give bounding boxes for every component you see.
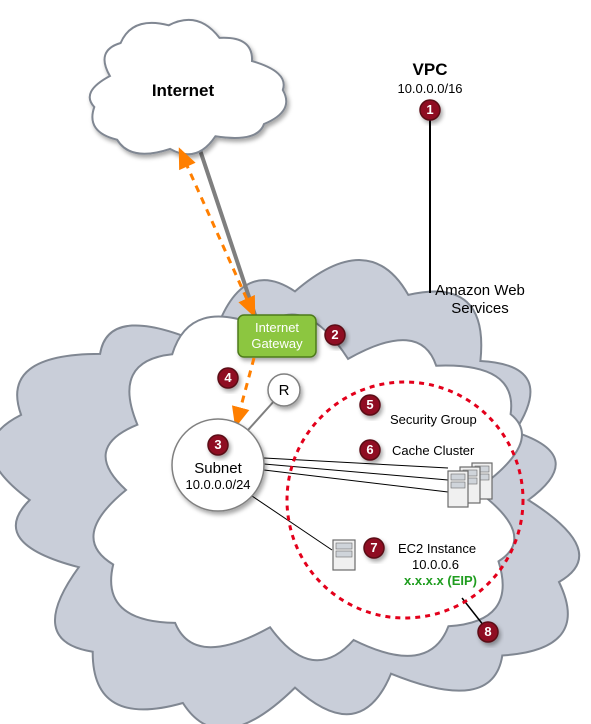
- svg-text:3: 3: [214, 437, 221, 452]
- badge-1: 1: [420, 100, 440, 120]
- svg-text:7: 7: [370, 540, 377, 555]
- security-group-label: Security Group: [390, 412, 477, 427]
- cache-node-icon: [448, 471, 468, 507]
- internet-label: Internet: [152, 81, 215, 100]
- badge-3: 3: [208, 435, 228, 455]
- router-label: R: [279, 382, 290, 399]
- igw-label-1: Internet: [255, 320, 299, 335]
- vpc-cidr: 10.0.0.0/16: [397, 81, 462, 96]
- badge-7: 7: [364, 538, 384, 558]
- badge-2: 2: [325, 325, 345, 345]
- ec2-instance-label: EC2 Instance: [398, 541, 476, 556]
- svg-text:6: 6: [366, 442, 373, 457]
- aws-label-2: Services: [451, 300, 509, 317]
- svg-text:4: 4: [224, 370, 232, 385]
- vpc-title: VPC: [413, 60, 448, 79]
- badge-4: 4: [218, 368, 238, 388]
- svg-text:8: 8: [484, 624, 491, 639]
- svg-text:2: 2: [331, 327, 338, 342]
- badge-8: 8: [478, 622, 498, 642]
- svg-text:1: 1: [426, 102, 433, 117]
- badge-5: 5: [360, 395, 380, 415]
- ec2-ip-label: 10.0.0.6: [412, 557, 459, 572]
- subnet-label: Subnet: [194, 460, 242, 477]
- aws-label-1: Amazon Web: [435, 282, 525, 299]
- igw-label-2: Gateway: [251, 336, 303, 351]
- subnet-cidr: 10.0.0.0/24: [185, 477, 250, 492]
- eip-label: x.x.x.x (EIP): [404, 573, 477, 588]
- ec2-instance-icon: [333, 540, 355, 570]
- svg-text:5: 5: [366, 397, 373, 412]
- cache-cluster-label: Cache Cluster: [392, 443, 475, 458]
- badge-6: 6: [360, 440, 380, 460]
